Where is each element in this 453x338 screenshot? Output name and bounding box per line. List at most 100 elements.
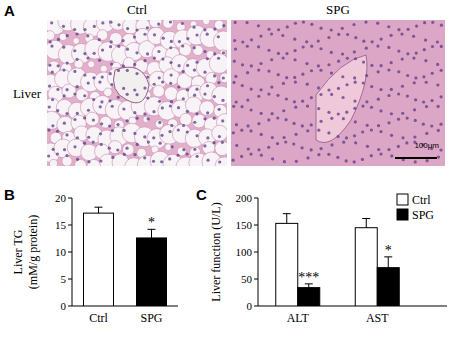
panel-label: B <box>4 186 15 203</box>
bar <box>84 213 114 306</box>
nucleus <box>401 112 404 115</box>
nucleus <box>83 52 86 55</box>
nucleus <box>152 136 155 139</box>
nucleus <box>48 105 51 108</box>
nucleus <box>221 119 224 122</box>
nucleus <box>241 40 244 43</box>
nucleus <box>337 112 340 115</box>
nucleus <box>397 28 400 31</box>
nucleus <box>240 105 243 108</box>
nucleus <box>171 145 174 148</box>
nucleus <box>345 159 348 162</box>
image-content <box>231 20 445 166</box>
nucleus <box>62 25 65 28</box>
nucleus <box>206 33 209 36</box>
nucleus <box>170 74 173 77</box>
nucleus <box>56 88 59 91</box>
vacuole <box>179 44 191 56</box>
nucleus <box>406 74 409 77</box>
nucleus <box>47 128 50 131</box>
nucleus <box>177 106 180 109</box>
vacuole <box>212 86 227 105</box>
vessel <box>316 55 367 143</box>
nucleus <box>157 22 160 25</box>
nucleus <box>336 135 339 138</box>
nucleus <box>169 82 172 85</box>
nucleus <box>436 83 439 86</box>
nucleus <box>342 117 345 120</box>
nucleus <box>232 81 235 84</box>
nucleus <box>310 123 313 126</box>
nucleus <box>407 28 410 31</box>
nucleus <box>65 133 68 136</box>
nucleus <box>379 109 382 112</box>
nucleus <box>51 98 54 101</box>
y-tick-label: 200 <box>236 192 253 204</box>
image-content <box>47 20 227 166</box>
nucleus <box>235 144 238 147</box>
nucleus <box>377 148 380 151</box>
nucleus <box>133 63 136 66</box>
significance: * <box>385 243 392 258</box>
chart-b: BLiver TG(mM/g protein)05101520CtrlSPG* <box>4 186 178 325</box>
nucleus <box>270 32 273 35</box>
nucleus <box>98 59 101 62</box>
nucleus <box>176 154 179 157</box>
nucleus <box>178 40 181 43</box>
vacuole <box>49 159 57 166</box>
nucleus <box>75 32 78 35</box>
nucleus <box>414 119 417 122</box>
y-tick-label: 150 <box>236 219 253 231</box>
nucleus <box>342 141 345 144</box>
y-axis-label: Liver TG <box>11 229 25 274</box>
nucleus <box>431 45 434 48</box>
nucleus <box>158 100 161 103</box>
nucleus <box>387 46 390 49</box>
nucleus <box>439 123 442 126</box>
nucleus <box>306 83 309 86</box>
vacuole <box>74 159 86 166</box>
nucleus <box>76 112 79 115</box>
vacuole <box>220 73 227 83</box>
nucleus <box>182 124 185 127</box>
nucleus <box>56 109 59 112</box>
nucleus <box>293 58 296 61</box>
nucleus <box>365 47 368 50</box>
vacuole <box>213 31 227 51</box>
nucleus <box>117 69 120 72</box>
nucleus <box>87 81 90 84</box>
nucleus <box>235 100 238 103</box>
y-tick-label: 10 <box>55 246 67 258</box>
nucleus <box>186 37 189 40</box>
nucleus <box>170 40 173 43</box>
nucleus <box>377 70 380 73</box>
nucleus <box>413 135 416 138</box>
nucleus <box>246 45 249 48</box>
nucleus <box>249 129 252 132</box>
nucleus <box>362 61 365 64</box>
nucleus <box>295 160 298 163</box>
nucleus <box>353 76 356 79</box>
nucleus <box>109 45 112 48</box>
nucleus <box>159 142 162 145</box>
nucleus <box>370 128 373 131</box>
nucleus <box>161 57 164 60</box>
scale-bar <box>395 157 437 159</box>
nucleus <box>186 130 189 133</box>
nucleus <box>423 21 426 24</box>
nucleus <box>336 156 339 159</box>
legend-label: SPG <box>412 208 434 222</box>
nucleus <box>327 153 330 156</box>
nucleus <box>401 85 404 88</box>
vacuole <box>97 30 108 41</box>
nucleus <box>99 132 102 135</box>
nucleus <box>414 76 417 79</box>
nucleus <box>193 121 196 124</box>
nucleus <box>186 110 189 113</box>
y-axis-label: (mM/g protein) <box>26 215 40 289</box>
nucleus <box>257 24 260 27</box>
nucleus <box>146 96 149 99</box>
nucleus <box>111 105 114 108</box>
nucleus <box>341 96 344 99</box>
nucleus <box>213 74 216 77</box>
